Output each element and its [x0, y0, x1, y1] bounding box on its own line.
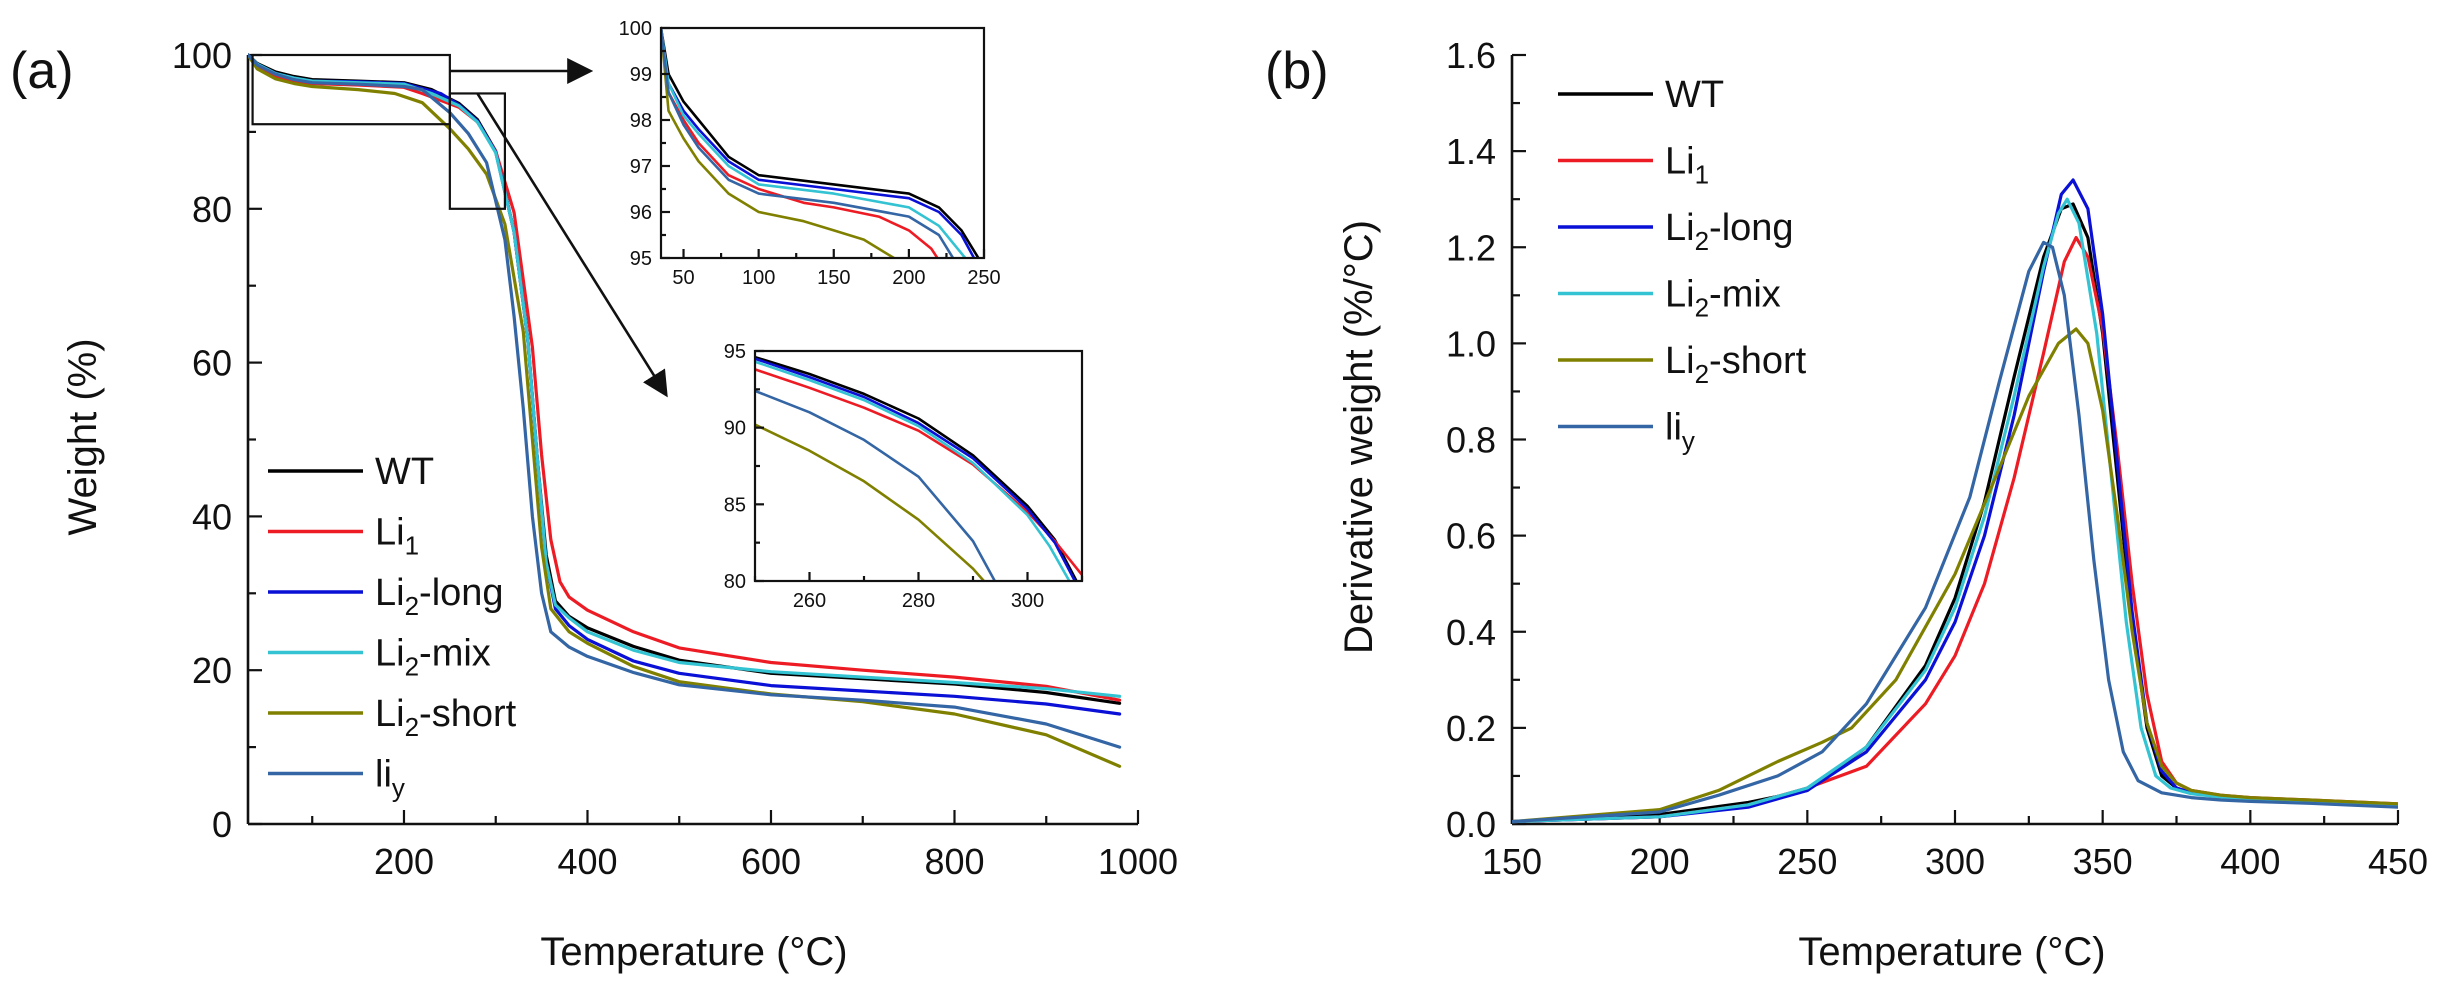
b-legend-label-wt: WT	[1665, 74, 1724, 116]
inset-1-x-tick-label: 200	[892, 267, 925, 289]
b-series-wt-line	[1512, 202, 2398, 824]
inset1-series-li2-mix-line	[661, 26, 967, 258]
a-x-tick-label: 800	[924, 841, 984, 882]
a-x-tick-label: 200	[374, 841, 434, 882]
a-y-tick-label: 60	[192, 343, 232, 384]
a-series-liy-line	[248, 53, 1122, 749]
zoom-arrow-2	[476, 92, 668, 398]
a-x-tick-label: 600	[741, 841, 801, 882]
b-y-tick-label: 0.0	[1446, 804, 1496, 845]
b-legend-label-li2-short: Li2-short	[1665, 340, 1807, 389]
b-x-tick-label: 200	[1630, 841, 1690, 882]
b-y-tick-label: 1.2	[1446, 227, 1496, 268]
a-legend-label-wt: WT	[375, 451, 434, 493]
panel-label-a: (a)	[10, 42, 74, 100]
a-x-tick-label: 1000	[1098, 841, 1178, 882]
inset-1-y-tick-label: 95	[630, 248, 652, 270]
inset-1-x-tick-label: 100	[742, 267, 775, 289]
legend-b: WT Li1 Li2-long Li2-mix Li2-short liy	[1558, 74, 1807, 456]
b-x-tick-label: 450	[2368, 841, 2428, 882]
b-y-tick-label: 0.4	[1446, 612, 1496, 653]
b-y-tick-label: 0.6	[1446, 516, 1496, 557]
b-y-axis-title: Derivative weight (%/°C)	[1337, 220, 1381, 654]
b-series-liy-line	[1512, 240, 2398, 824]
a-legend-label-li1: Li1	[375, 512, 419, 561]
b-series-li2-long-line	[1512, 178, 2398, 824]
a-x-tick-label: 400	[557, 841, 617, 882]
b-x-axis-title: Temperature (°C)	[1798, 930, 2105, 974]
b-legend-label-liy: liy	[1665, 407, 1695, 456]
inset2-series-li2-short-line	[755, 423, 986, 581]
inset-1-y-tick-label: 100	[619, 18, 652, 40]
a-y-tick-label: 20	[192, 650, 232, 691]
b-y-tick-label: 1.6	[1446, 35, 1496, 76]
inset-1-y-tick-label: 98	[630, 110, 652, 132]
inset-2-y-tick-label: 80	[724, 571, 746, 593]
panel-label-b: (b)	[1265, 42, 1329, 100]
zoom-box-1	[251, 53, 451, 126]
a-x-axis-title: Temperature (°C)	[540, 930, 847, 974]
b-legend-label-li2-mix: Li2-mix	[1665, 274, 1781, 323]
inset-2-y-tick-label: 90	[724, 418, 746, 440]
legend-a: WT Li1 Li2-long Li2-mix Li2-short liy	[268, 451, 517, 803]
inset-2-x-tick-label: 300	[1011, 590, 1044, 612]
b-legend-label-li2-long: Li2-long	[1665, 207, 1794, 256]
panel-b: 150 200 250 300 350 400 450 0.0 0.2 0.4 0.6 0.8 1.0 1…	[1446, 35, 2428, 882]
inset2-series-li2-long-line	[755, 357, 1077, 581]
a-y-tick-label: 0	[212, 804, 232, 845]
b-series-li1-line	[1512, 236, 2398, 824]
a-legend-label-li2-short: Li2-short	[375, 693, 517, 742]
b-y-tick-label: 0.2	[1446, 708, 1496, 749]
b-x-tick-label: 300	[1925, 841, 1985, 882]
a-legend-label-li2-long: Li2-long	[375, 572, 504, 621]
a-y-tick-label: 100	[172, 35, 232, 76]
b-y-tick-label: 1.4	[1446, 131, 1496, 172]
inset-2-x-tick-label: 280	[902, 590, 935, 612]
a-legend-label-li2-mix: Li2-mix	[375, 633, 491, 682]
inset1-series-liy-line	[661, 26, 955, 258]
inset-1-y-tick-label: 99	[630, 64, 652, 86]
a-y-tick-label: 80	[192, 189, 232, 230]
b-series-li2-short-line	[1512, 327, 2398, 824]
inset-2-y-tick-label: 85	[724, 494, 746, 516]
b-y-tick-label: 0.8	[1446, 420, 1496, 461]
inset-1-x-tick-label: 150	[817, 267, 850, 289]
inset2-series-wt-line	[755, 355, 1078, 581]
b-x-tick-label: 150	[1482, 841, 1542, 882]
b-series-li2-mix-line	[1512, 197, 2398, 824]
inset-2-y-tick-label: 95	[724, 341, 746, 363]
a-y-axis-title: Weight (%)	[61, 338, 105, 535]
inset-1-y-tick-label: 97	[630, 156, 652, 178]
inset2-series-liy-line	[755, 389, 997, 581]
inset-1-y-tick-label: 96	[630, 202, 652, 224]
inset-1: 50 100 150 200 250 95 96 97 98 99 100	[619, 18, 1001, 289]
b-x-tick-label: 400	[2220, 841, 2280, 882]
b-x-tick-label: 250	[1777, 841, 1837, 882]
b-y-tick-label: 1.0	[1446, 323, 1496, 364]
b-x-tick-label: 350	[2073, 841, 2133, 882]
zoom-annotations	[251, 53, 668, 398]
inset-1-x-tick-label: 250	[967, 267, 1000, 289]
inset-2-x-tick-label: 260	[793, 590, 826, 612]
inset1-series-wt-line	[661, 26, 980, 258]
a-legend-label-liy: liy	[375, 754, 405, 803]
inset-2: 260 280 300 80 85 90 95	[724, 341, 1084, 612]
panel-a: 200 400 600 800 1000 0 20 40 60 80 100	[172, 35, 1178, 882]
inset2-series-li2-mix-line	[755, 360, 1071, 581]
a-y-tick-label: 40	[192, 496, 232, 537]
inset1-series-li2-short-line	[661, 26, 896, 258]
b-legend-label-li1: Li1	[1665, 141, 1709, 190]
inset-1-x-tick-label: 50	[672, 267, 694, 289]
